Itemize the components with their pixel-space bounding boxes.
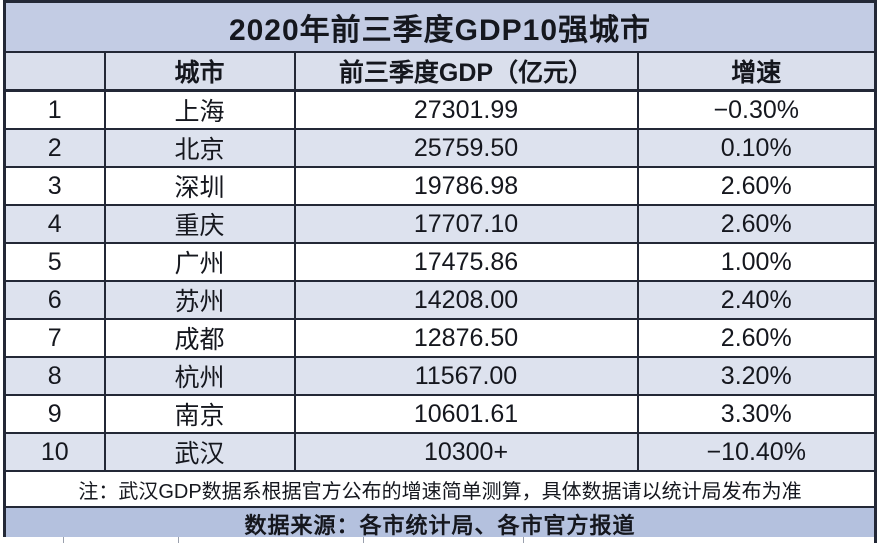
rank-cell: 6 bbox=[3, 280, 106, 320]
gdp-top10-table: 2020年前三季度GDP10强城市 城市 前三季度GDP（亿元） 增速 1 上海… bbox=[3, 0, 877, 543]
table-row: 8 杭州 11567.00 3.20% bbox=[3, 356, 877, 396]
header-row: 城市 前三季度GDP（亿元） 增速 bbox=[3, 51, 877, 92]
rank-cell: 4 bbox=[3, 204, 106, 244]
rank-cell: 3 bbox=[3, 166, 106, 206]
title-row: 2020年前三季度GDP10强城市 bbox=[3, 0, 877, 53]
growth-cell: 2.60% bbox=[636, 318, 877, 358]
table-row: 5 广州 17475.86 1.00% bbox=[3, 242, 877, 282]
column-header-rank bbox=[3, 51, 106, 92]
column-header-city: 城市 bbox=[103, 51, 296, 92]
city-cell: 广州 bbox=[103, 242, 296, 282]
table-row: 3 深圳 19786.98 2.60% bbox=[3, 166, 877, 206]
city-cell: 杭州 bbox=[103, 356, 296, 396]
gdp-cell: 10300+ bbox=[293, 432, 639, 472]
gdp-cell: 19786.98 bbox=[293, 166, 639, 206]
city-cell: 上海 bbox=[103, 89, 296, 130]
city-cell: 重庆 bbox=[103, 204, 296, 244]
partial-next-row bbox=[3, 537, 874, 543]
growth-cell: 3.20% bbox=[636, 356, 877, 396]
city-cell: 武汉 bbox=[103, 432, 296, 472]
table-row: 1 上海 27301.99 −0.30% bbox=[3, 89, 877, 130]
gdp-cell: 10601.61 bbox=[293, 394, 639, 434]
footnote-text: 注：武汉GDP数据系根据官方公布的增速简单测算，具体数据请以统计局发布为准 bbox=[3, 470, 877, 508]
note-row: 注：武汉GDP数据系根据官方公布的增速简单测算，具体数据请以统计局发布为准 bbox=[3, 470, 877, 508]
grid-divider bbox=[63, 537, 64, 543]
growth-cell: 0.10% bbox=[636, 128, 877, 168]
rank-cell: 2 bbox=[3, 128, 106, 168]
rank-cell: 9 bbox=[3, 394, 106, 434]
table-row: 9 南京 10601.61 3.30% bbox=[3, 394, 877, 434]
gdp-cell: 11567.00 bbox=[293, 356, 639, 396]
growth-cell: 2.40% bbox=[636, 280, 877, 320]
city-cell: 北京 bbox=[103, 128, 296, 168]
rank-cell: 10 bbox=[3, 432, 106, 472]
table-row: 10 武汉 10300+ −10.40% bbox=[3, 432, 877, 472]
table-row: 7 成都 12876.50 2.60% bbox=[3, 318, 877, 358]
rank-cell: 7 bbox=[3, 318, 106, 358]
grid-divider bbox=[178, 537, 179, 543]
growth-cell: −0.30% bbox=[636, 89, 877, 130]
growth-cell: 2.60% bbox=[636, 166, 877, 206]
growth-cell: 3.30% bbox=[636, 394, 877, 434]
city-cell: 深圳 bbox=[103, 166, 296, 206]
gdp-cell: 12876.50 bbox=[293, 318, 639, 358]
page-title: 2020年前三季度GDP10强城市 bbox=[3, 0, 877, 53]
growth-cell: 1.00% bbox=[636, 242, 877, 282]
gdp-cell: 17475.86 bbox=[293, 242, 639, 282]
source-row: 数据来源：各市统计局、各市官方报道 bbox=[3, 506, 877, 543]
data-source-text: 数据来源：各市统计局、各市官方报道 bbox=[3, 506, 877, 543]
column-header-gdp: 前三季度GDP（亿元） bbox=[293, 51, 639, 92]
gdp-cell: 17707.10 bbox=[293, 204, 639, 244]
table-row: 4 重庆 17707.10 2.60% bbox=[3, 204, 877, 244]
table-row: 2 北京 25759.50 0.10% bbox=[3, 128, 877, 168]
grid-divider bbox=[363, 537, 364, 543]
table-row: 6 苏州 14208.00 2.40% bbox=[3, 280, 877, 320]
grid-divider bbox=[523, 537, 524, 543]
city-cell: 成都 bbox=[103, 318, 296, 358]
city-cell: 南京 bbox=[103, 394, 296, 434]
rank-cell: 1 bbox=[3, 89, 106, 130]
gdp-cell: 25759.50 bbox=[293, 128, 639, 168]
rank-cell: 5 bbox=[3, 242, 106, 282]
rank-cell: 8 bbox=[3, 356, 106, 396]
gdp-cell: 27301.99 bbox=[293, 89, 639, 130]
column-header-growth: 增速 bbox=[636, 51, 877, 92]
growth-cell: 2.60% bbox=[636, 204, 877, 244]
city-cell: 苏州 bbox=[103, 280, 296, 320]
growth-cell: −10.40% bbox=[636, 432, 877, 472]
gdp-cell: 14208.00 bbox=[293, 280, 639, 320]
